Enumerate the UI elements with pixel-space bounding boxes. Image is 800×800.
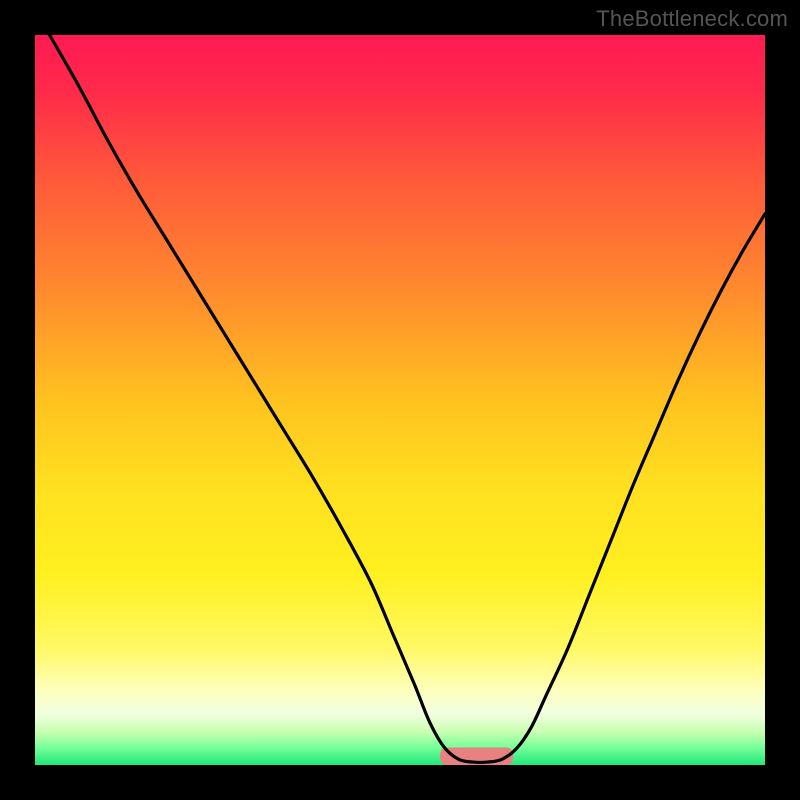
- chart-svg: [0, 0, 800, 800]
- plot-background: [35, 35, 765, 765]
- chart-frame: TheBottleneck.com: [0, 0, 800, 800]
- watermark-text: TheBottleneck.com: [596, 6, 788, 32]
